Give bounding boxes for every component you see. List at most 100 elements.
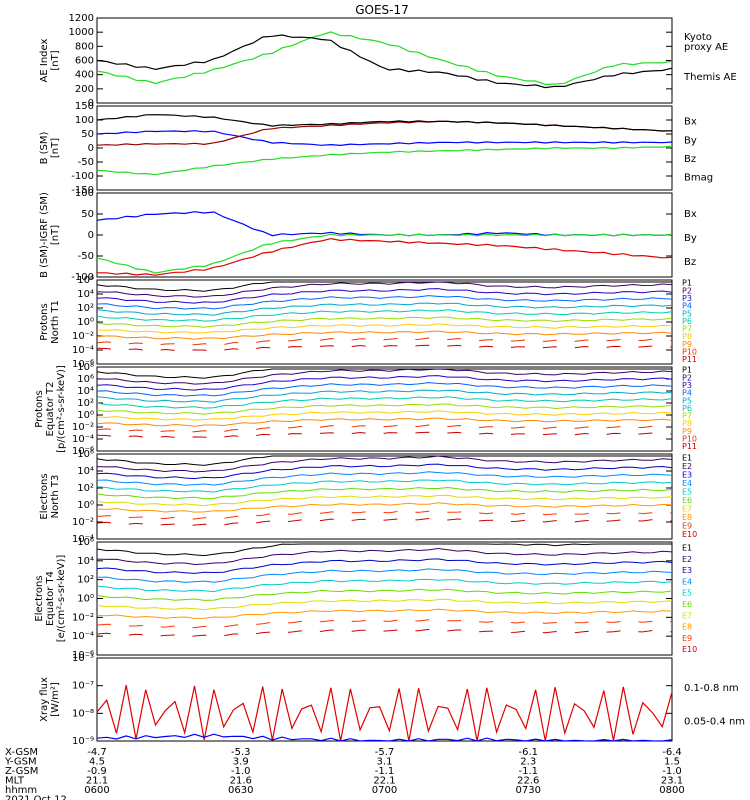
y-tick-label: 150 [75, 101, 94, 112]
y-tick-label: 10⁰ [77, 500, 94, 511]
y-axis-label: [W/m²] [50, 682, 61, 717]
legend-entry: P8 [682, 332, 692, 341]
channel-line [96, 486, 673, 500]
series-line-bmag [96, 114, 673, 132]
y-axis-label: Protons [34, 390, 45, 427]
channel-line [96, 368, 672, 379]
y-tick-label: 1200 [69, 13, 94, 24]
y-tick-label: 10⁶ [77, 537, 94, 548]
x-tick-label: 21.6 [230, 776, 252, 787]
legend-entry: E4 [682, 577, 692, 586]
channel-line [96, 281, 672, 292]
series-line-by [96, 145, 673, 176]
legend-entry: E5 [682, 487, 692, 496]
x-tick-label: -6.1 [518, 747, 538, 758]
channel-line [96, 424, 673, 433]
y-tick-label: 0 [88, 230, 94, 241]
x-tick-label: 3.9 [233, 757, 249, 768]
channel-line [96, 337, 673, 346]
channel-line [96, 510, 673, 520]
x-tick-label: 0630 [228, 785, 253, 796]
channel-line [96, 368, 673, 385]
legend-entry: P6 [682, 404, 692, 413]
x-tick-label: -4.7 [87, 747, 107, 758]
y-tick-label: 100 [75, 188, 94, 199]
channel-line [96, 330, 673, 340]
legend-entry: E7 [682, 611, 692, 620]
legend-entry: E1 [682, 453, 692, 462]
x-tick-label: 1.5 [664, 757, 680, 768]
legend-entry: By [684, 233, 697, 244]
legend-entry: P9 [682, 340, 692, 349]
channel-line [96, 463, 673, 480]
channel-line [96, 502, 673, 513]
legend-entry: Bz [684, 154, 696, 165]
y-axis-label: B (SM) [39, 131, 50, 164]
y-tick-label: 10⁻⁴ [72, 631, 94, 642]
y-tick-label: 50 [81, 209, 94, 220]
channel-line [96, 431, 673, 439]
legend-entry: P5 [682, 396, 692, 405]
y-tick-label: 800 [75, 41, 94, 52]
series-line-0-1-0-8-nm [96, 684, 673, 742]
legend-entry: E8 [682, 623, 692, 632]
y-tick-label: -100 [71, 171, 94, 182]
legend-entry: E5 [682, 589, 692, 598]
y-tick-label: 10⁻² [72, 422, 94, 433]
y-tick-label: 10⁸ [77, 362, 94, 373]
x-tick-label: -5.7 [375, 747, 395, 758]
legend-entry: P10 [682, 347, 697, 356]
y-tick-label: 10² [77, 398, 94, 409]
legend-entry: proxy AE [684, 42, 728, 53]
y-tick-label: 100 [75, 115, 94, 126]
y-tick-label: 10⁴ [77, 289, 94, 300]
x-tick-label: -6.4 [662, 747, 682, 758]
channel-line [96, 628, 673, 637]
y-axis-label: [nT] [50, 138, 61, 158]
legend-entry: P3 [682, 294, 692, 303]
legend-entry: Bmag [684, 173, 713, 184]
legend-entry: 0.1-0.8 nm [684, 683, 739, 694]
y-axis-label: [p/(cm²-s-sr-keV)] [56, 365, 67, 453]
x-tick-label: -0.9 [87, 766, 107, 777]
y-tick-label: 10⁻⁴ [72, 345, 94, 356]
legend-entry: E4 [682, 479, 692, 488]
x-tick-label: 22.6 [517, 776, 539, 787]
channel-line [96, 618, 673, 629]
x-tick-label: 0800 [659, 785, 684, 796]
channel-line [96, 608, 673, 619]
legend-entry: Bz [684, 257, 696, 268]
date-label: 2021 Oct 12 [5, 795, 67, 800]
legend-entry: P7 [682, 325, 692, 334]
legend-entry: E2 [682, 462, 692, 471]
channel-line [96, 578, 673, 593]
channel-line [96, 547, 673, 566]
x-tick-label: 0700 [372, 785, 397, 796]
channel-line [96, 316, 673, 328]
y-tick-label: -50 [78, 157, 94, 168]
x-tick-label: 0600 [84, 785, 109, 796]
legend-entry: E3 [682, 566, 692, 575]
channel-line [96, 389, 673, 403]
channel-line [96, 396, 673, 409]
y-axis-label: North T3 [50, 475, 61, 519]
channel-line [96, 568, 673, 583]
legend-entry: E7 [682, 504, 692, 513]
y-tick-label: -150 [71, 185, 94, 196]
channel-line [96, 281, 673, 298]
channel-line [96, 375, 673, 391]
legend-entry: 0.05-0.4 nm [684, 716, 745, 727]
y-axis-label: Equator T4 [45, 571, 56, 626]
legend-entry: E6 [682, 496, 692, 505]
series-line-bx [96, 211, 673, 237]
y-tick-label: 10⁻⁴ [72, 434, 94, 445]
y-tick-label: 0 [88, 143, 94, 154]
legend-entry: P4 [682, 302, 692, 311]
x-tick-label: -1.1 [375, 766, 395, 777]
y-tick-label: 50 [81, 129, 94, 140]
x-row-label: hhmm [5, 785, 37, 796]
panel-frame-ae [96, 17, 673, 104]
legend-entry: P3 [682, 381, 692, 390]
legend-entry: E6 [682, 600, 692, 609]
x-tick-label: 21.1 [86, 776, 108, 787]
